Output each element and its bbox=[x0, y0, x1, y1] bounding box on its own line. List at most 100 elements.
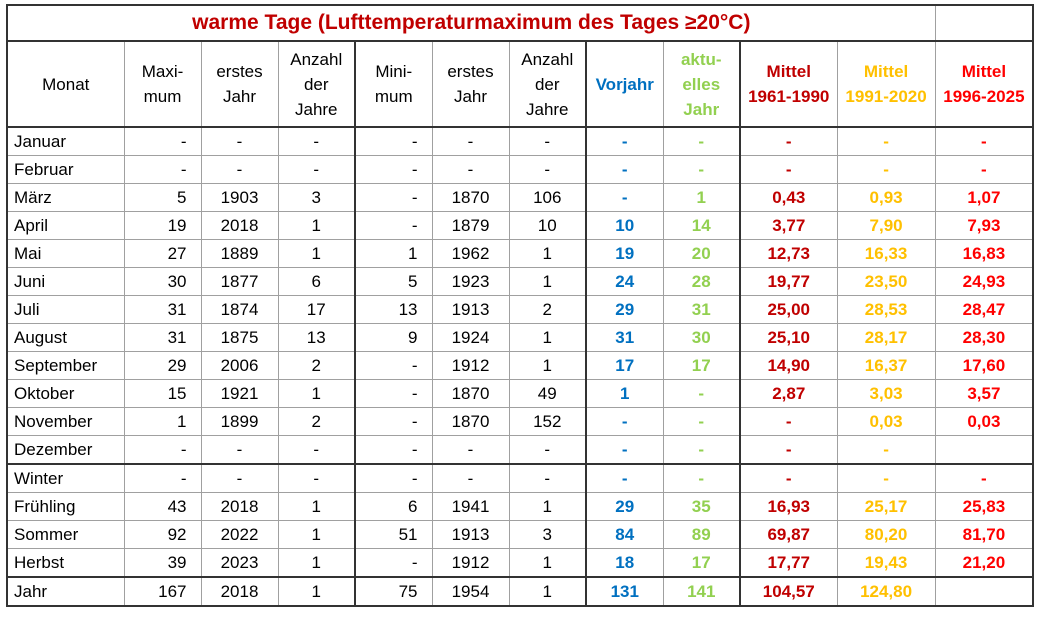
cell-aktuelles-jahr: 89 bbox=[662, 520, 741, 549]
cell-aktuelles-jahr: - bbox=[662, 463, 741, 493]
cell-mittel-1991-2020: 0,93 bbox=[836, 183, 936, 212]
cell-mittel-1961-1990: 25,00 bbox=[739, 295, 838, 324]
cell-mittel-1991-2020: 19,43 bbox=[836, 548, 936, 578]
cell-vorjahr: 10 bbox=[585, 211, 664, 240]
cell-mittel-1991-2020: - bbox=[836, 463, 936, 493]
cell-minimum: - bbox=[354, 407, 433, 436]
cell-anzahl-jahre-min: 1 bbox=[508, 576, 587, 607]
cell-erstes-jahr-max: 1903 bbox=[200, 183, 279, 212]
cell-erstes-jahr-max: 1889 bbox=[200, 239, 279, 268]
table-row: Herbst 39 2023 1-1912 1 18 17 17,77 19,43 21,20 bbox=[6, 548, 1034, 578]
cell-erstes-jahr-min: 1913 bbox=[431, 520, 510, 549]
cell-mittel-1996-2025: 3,57 bbox=[934, 379, 1034, 408]
cell-vorjahr: 17 bbox=[585, 351, 664, 380]
cell-mittel-1996-2025: 81,70 bbox=[934, 520, 1034, 549]
cell-anzahl-jahre-min: - bbox=[508, 435, 587, 465]
cell-monat: Februar bbox=[6, 155, 125, 184]
cell-anzahl-jahre-min: 3 bbox=[508, 520, 587, 549]
cell-minimum: 13 bbox=[354, 295, 433, 324]
cell-mittel-1991-2020: 3,03 bbox=[836, 379, 936, 408]
cell-mittel-1961-1990: 14,90 bbox=[739, 351, 838, 380]
cell-monat: März bbox=[6, 183, 125, 212]
cell-aktuelles-jahr: 1 bbox=[662, 183, 741, 212]
cell-erstes-jahr-max: 2006 bbox=[200, 351, 279, 380]
cell-mittel-1961-1990: - bbox=[739, 463, 838, 493]
cell-maximum: 27 bbox=[123, 239, 202, 268]
cell-mittel-1991-2020: - bbox=[836, 435, 936, 465]
cell-mittel-1996-2025: 1,07 bbox=[934, 183, 1034, 212]
cell-mittel-1996-2025: 28,47 bbox=[934, 295, 1034, 324]
cell-anzahl-jahre-max: 1 bbox=[277, 239, 356, 268]
cell-minimum: - bbox=[354, 435, 433, 465]
cell-anzahl-jahre-min: 1 bbox=[508, 323, 587, 352]
cell-minimum: 5 bbox=[354, 267, 433, 296]
header-anzahl-jahre-min: Anzahl der Jahre bbox=[508, 40, 587, 128]
table-row: September 29 2006 2-1912 1 17 17 14,90 16,37 17,6… bbox=[6, 351, 1034, 380]
cell-erstes-jahr-min: - bbox=[431, 126, 510, 156]
cell-erstes-jahr-min: 1912 bbox=[431, 351, 510, 380]
cell-erstes-jahr-max: - bbox=[200, 435, 279, 465]
cell-monat: Herbst bbox=[6, 548, 125, 578]
cell-anzahl-jahre-max: 1 bbox=[277, 492, 356, 521]
cell-maximum: 43 bbox=[123, 492, 202, 521]
cell-mittel-1961-1990: 25,10 bbox=[739, 323, 838, 352]
cell-mittel-1991-2020: 25,17 bbox=[836, 492, 936, 521]
cell-monat: Jahr bbox=[6, 576, 125, 607]
climate-table-sheet: warme Tage (Lufttemperaturmaximum des Ta… bbox=[6, 4, 1035, 607]
cell-aktuelles-jahr: - bbox=[662, 407, 741, 436]
cell-mittel-1961-1990: 69,87 bbox=[739, 520, 838, 549]
cell-mittel-1991-2020: 7,90 bbox=[836, 211, 936, 240]
cell-aktuelles-jahr: 30 bbox=[662, 323, 741, 352]
cell-monat: Sommer bbox=[6, 520, 125, 549]
cell-vorjahr: - bbox=[585, 463, 664, 493]
cell-erstes-jahr-max: - bbox=[200, 463, 279, 493]
cell-anzahl-jahre-min: 1 bbox=[508, 492, 587, 521]
table-body: Januar - - - - - - - - - - - Februar - - - - - - - - - - - März 5… bbox=[6, 126, 1034, 607]
cell-anzahl-jahre-min: 1 bbox=[508, 351, 587, 380]
cell-mittel-1961-1990: - bbox=[739, 126, 838, 156]
cell-erstes-jahr-max: 1899 bbox=[200, 407, 279, 436]
cell-vorjahr: - bbox=[585, 183, 664, 212]
cell-anzahl-jahre-min: 10 bbox=[508, 211, 587, 240]
cell-vorjahr: 1 bbox=[585, 379, 664, 408]
cell-erstes-jahr-max: 2018 bbox=[200, 492, 279, 521]
cell-mittel-1996-2025 bbox=[934, 576, 1034, 607]
cell-monat: Frühling bbox=[6, 492, 125, 521]
header-mittel-1996-2025: Mittel 1996-2025 bbox=[934, 40, 1034, 128]
cell-anzahl-jahre-min: 49 bbox=[508, 379, 587, 408]
header-vorjahr: Vorjahr bbox=[585, 40, 664, 128]
cell-aktuelles-jahr: - bbox=[662, 126, 741, 156]
cell-vorjahr: 29 bbox=[585, 492, 664, 521]
table-row: Oktober 15 1921 1-1870 49 1-2,87 3,03 3,57 bbox=[6, 379, 1034, 408]
cell-erstes-jahr-min: 1924 bbox=[431, 323, 510, 352]
cell-anzahl-jahre-max: 17 bbox=[277, 295, 356, 324]
cell-mittel-1961-1990: 12,73 bbox=[739, 239, 838, 268]
cell-aktuelles-jahr: - bbox=[662, 435, 741, 465]
cell-anzahl-jahre-max: 3 bbox=[277, 183, 356, 212]
cell-maximum: 92 bbox=[123, 520, 202, 549]
cell-aktuelles-jahr: 28 bbox=[662, 267, 741, 296]
cell-mittel-1996-2025 bbox=[934, 435, 1034, 465]
cell-anzahl-jahre-max: 2 bbox=[277, 407, 356, 436]
title-empty-cell bbox=[934, 4, 1034, 42]
cell-aktuelles-jahr: 31 bbox=[662, 295, 741, 324]
cell-monat: Dezember bbox=[6, 435, 125, 465]
table-row: Juni 30 1877 6 5 1923 1 24 28 19,77 23,50 24,93 bbox=[6, 267, 1034, 296]
cell-mittel-1961-1990: 16,93 bbox=[739, 492, 838, 521]
cell-minimum: - bbox=[354, 379, 433, 408]
cell-mittel-1996-2025: 16,83 bbox=[934, 239, 1034, 268]
cell-mittel-1961-1990: 0,43 bbox=[739, 183, 838, 212]
cell-erstes-jahr-max: - bbox=[200, 155, 279, 184]
cell-erstes-jahr-min: 1912 bbox=[431, 548, 510, 578]
cell-aktuelles-jahr: 14 bbox=[662, 211, 741, 240]
cell-mittel-1996-2025: - bbox=[934, 126, 1034, 156]
cell-minimum: - bbox=[354, 155, 433, 184]
cell-maximum: 39 bbox=[123, 548, 202, 578]
cell-vorjahr: 84 bbox=[585, 520, 664, 549]
cell-anzahl-jahre-min: 1 bbox=[508, 239, 587, 268]
cell-monat: August bbox=[6, 323, 125, 352]
cell-erstes-jahr-min: 1913 bbox=[431, 295, 510, 324]
table-row: Februar - - - - - - - - - - - bbox=[6, 155, 1034, 184]
cell-maximum: 1 bbox=[123, 407, 202, 436]
cell-mittel-1991-2020: 28,17 bbox=[836, 323, 936, 352]
